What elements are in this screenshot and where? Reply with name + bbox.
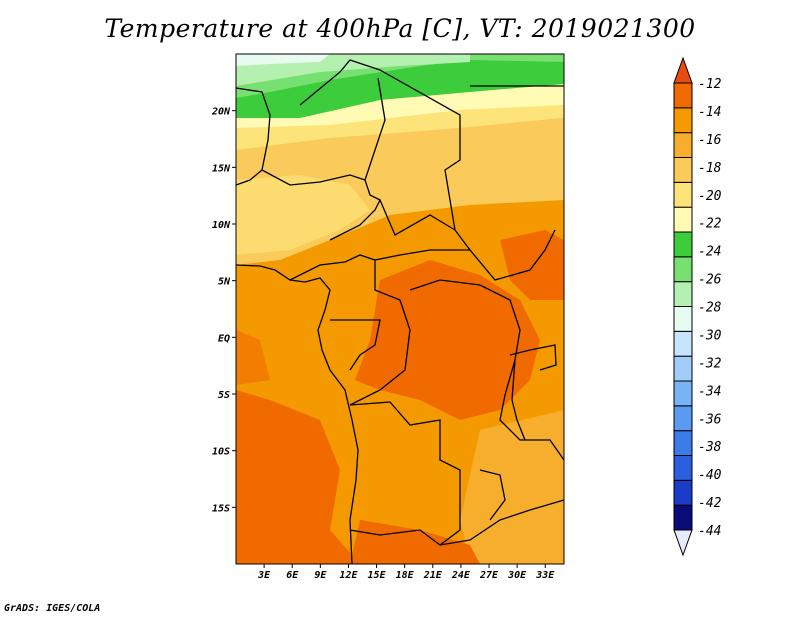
colorbar-swatch	[673, 181, 693, 208]
colorbar-swatch	[673, 306, 693, 332]
lon-tick-label: 33E	[535, 570, 555, 581]
colorbar-label: -26	[698, 273, 722, 288]
colorbar-label: -28	[698, 301, 722, 316]
colorbar-label: -18	[698, 161, 722, 176]
lon-tick-label: 27E	[479, 570, 499, 581]
colorbar-swatch	[673, 206, 693, 233]
lat-tick-label: EQ	[218, 333, 230, 344]
colorbar-swatch	[673, 380, 693, 407]
lat-tick-label: 5S	[218, 390, 230, 401]
lon-tick-label: 9E	[314, 570, 327, 581]
lat-tick-label: 5N	[218, 277, 231, 288]
band-minus12-south	[350, 520, 480, 564]
colorbar-label: -38	[698, 440, 722, 455]
colorbar-swatch	[673, 157, 693, 183]
lon-tick-label: 24E	[451, 570, 471, 581]
lat-tick-label: 20N	[211, 107, 231, 118]
map-title: Temperature at 400hPa [C], VT: 201902130…	[104, 14, 696, 43]
colorbar-swatch	[673, 132, 693, 159]
colorbar-label: -40	[698, 468, 722, 483]
band-minus16-south	[460, 410, 564, 564]
band-minus12-central	[355, 260, 540, 420]
lon-tick-label: 3E	[257, 570, 271, 581]
country-borders	[235, 59, 565, 565]
colorbar: -44 -42 -40 -38 -36 -34 -32 -30 -28 -26 -24 -22 -20 -…	[673, 56, 722, 557]
colorbar-swatch	[673, 504, 693, 531]
lon-tick-label: 21E	[423, 570, 443, 581]
band-minus28	[236, 54, 330, 66]
band-minus12-ne	[500, 230, 564, 300]
colorbar-swatch	[673, 256, 693, 283]
lat-tick-label: 10S	[212, 447, 230, 458]
colorbar-label: -14	[698, 105, 721, 120]
lat-tick-label: 15S	[212, 503, 230, 514]
colorbar-label: -32	[698, 356, 722, 371]
colorbar-min-triangle	[673, 529, 693, 557]
colorbar-label: -30	[698, 328, 722, 343]
band-minus12-west	[236, 330, 270, 385]
lat-tick-label: 10N	[212, 220, 231, 231]
temperature-field	[236, 54, 564, 564]
credit-text: GrADS: IGES/COLA	[4, 603, 101, 614]
colorbar-swatch	[673, 355, 693, 382]
colorbar-swatch	[673, 430, 693, 456]
colorbar-swatch	[673, 107, 693, 134]
latitude-axis: 20N 15N 10N 5N EQ 5S 10S 15S	[211, 107, 236, 514]
lon-tick-label: 6E	[286, 570, 299, 581]
colorbar-swatch	[673, 82, 693, 109]
colorbar-swatch	[673, 455, 693, 481]
longitude-axis: 3E 6E 9E 12E 15E 18E 21E 24E 27E 30E 33E	[257, 564, 555, 581]
colorbar-swatch	[673, 231, 693, 258]
band-minus12-sw	[236, 390, 360, 564]
colorbar-label: -44	[698, 524, 721, 539]
lon-tick-label: 15E	[368, 570, 387, 581]
map-frame	[235, 53, 565, 565]
colorbar-label: -20	[698, 189, 722, 204]
colorbar-swatch	[673, 405, 693, 432]
band-minus18-patch	[236, 175, 370, 255]
colorbar-label: -42	[698, 496, 722, 511]
colorbar-label: -16	[698, 133, 722, 148]
colorbar-swatch	[673, 330, 693, 357]
lon-tick-label: 30E	[507, 570, 527, 581]
colorbar-max-triangle	[673, 56, 693, 84]
lon-tick-label: 12E	[339, 570, 358, 581]
lon-tick-label: 18E	[396, 570, 415, 581]
colorbar-label: -22	[698, 217, 722, 232]
colorbar-label: -24	[698, 245, 721, 260]
colorbar-label: -36	[698, 412, 722, 427]
lat-tick-label: 15N	[212, 163, 231, 174]
colorbar-swatch	[673, 479, 693, 506]
colorbar-label: -12	[698, 77, 722, 92]
colorbar-swatch	[673, 281, 693, 307]
colorbar-label: -34	[698, 384, 721, 399]
